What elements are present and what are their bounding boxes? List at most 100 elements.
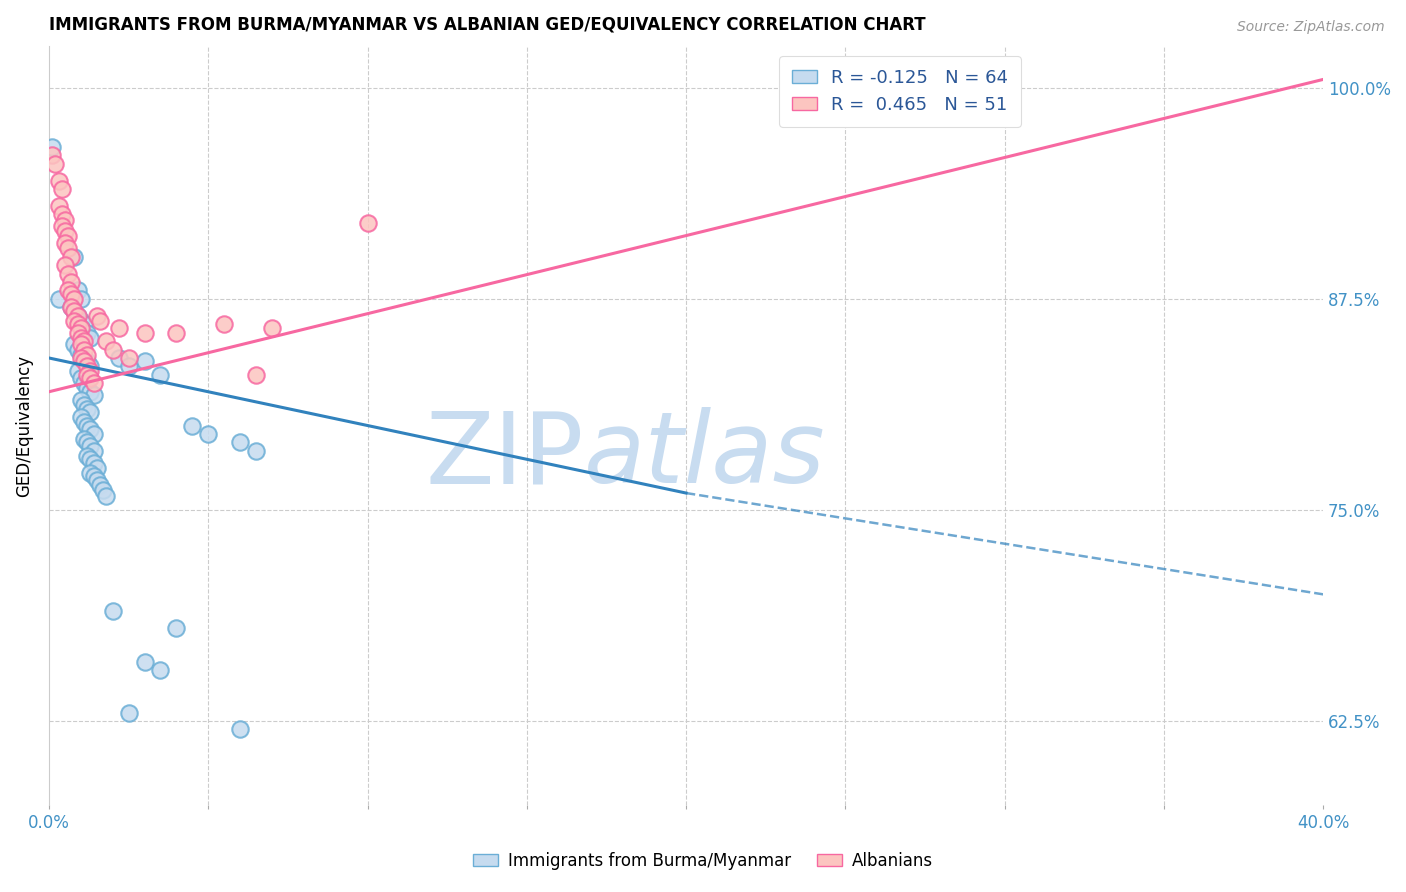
Point: [63, 250, 86, 264]
Point: [63, 314, 86, 328]
Point: [73, 351, 96, 365]
Point: [48, 174, 70, 188]
Point: [83, 456, 105, 470]
Point: [134, 354, 156, 368]
Point: [63, 303, 86, 318]
Point: [76, 449, 98, 463]
Point: [76, 435, 98, 450]
Point: [69, 371, 91, 385]
Point: [76, 401, 98, 416]
Point: [53, 236, 76, 251]
Point: [73, 415, 96, 429]
Point: [76, 359, 98, 374]
Point: [76, 354, 98, 368]
Point: [108, 320, 131, 334]
Point: [149, 368, 172, 382]
Point: [83, 388, 105, 402]
Point: [56, 241, 79, 255]
Point: [229, 723, 252, 737]
Point: [48, 199, 70, 213]
Point: [245, 443, 267, 458]
Point: [76, 326, 98, 340]
Point: [63, 292, 86, 306]
Point: [66, 309, 89, 323]
Point: [60, 275, 83, 289]
Point: [79, 452, 101, 467]
Point: [79, 371, 101, 385]
Point: [69, 320, 91, 334]
Point: [83, 376, 105, 391]
Text: atlas: atlas: [583, 408, 825, 504]
Point: [76, 348, 98, 362]
Point: [89, 477, 111, 491]
Point: [44, 157, 66, 171]
Point: [73, 334, 96, 348]
Text: ZIP: ZIP: [426, 408, 583, 504]
Point: [53, 258, 76, 272]
Point: [76, 381, 98, 395]
Point: [76, 418, 98, 433]
Legend: Immigrants from Burma/Myanmar, Albanians: Immigrants from Burma/Myanmar, Albanians: [467, 846, 939, 877]
Point: [117, 706, 139, 720]
Point: [86, 309, 108, 323]
Point: [51, 207, 73, 221]
Point: [96, 490, 118, 504]
Point: [117, 359, 139, 374]
Point: [73, 376, 96, 391]
Point: [69, 292, 91, 306]
Point: [356, 216, 378, 230]
Point: [56, 229, 79, 244]
Point: [73, 343, 96, 357]
Point: [69, 337, 91, 351]
Text: IMMIGRANTS FROM BURMA/MYANMAR VS ALBANIAN GED/EQUIVALENCY CORRELATION CHART: IMMIGRANTS FROM BURMA/MYANMAR VS ALBANIA…: [49, 15, 925, 33]
Point: [69, 393, 91, 408]
Point: [73, 354, 96, 368]
Point: [83, 469, 105, 483]
Point: [181, 418, 204, 433]
Point: [165, 621, 187, 635]
Legend: R = -0.125   N = 64, R =  0.465   N = 51: R = -0.125 N = 64, R = 0.465 N = 51: [779, 56, 1021, 127]
Y-axis label: GED/Equivalency: GED/Equivalency: [15, 354, 32, 497]
Point: [66, 364, 89, 378]
Point: [79, 331, 101, 345]
Point: [79, 439, 101, 453]
Point: [86, 473, 108, 487]
Point: [48, 292, 70, 306]
Point: [79, 359, 101, 374]
Point: [86, 460, 108, 475]
Point: [66, 317, 89, 331]
Point: [91, 483, 114, 497]
Point: [79, 384, 101, 399]
Point: [73, 326, 96, 340]
Point: [212, 317, 235, 331]
Point: [63, 303, 86, 318]
Point: [260, 320, 283, 334]
Point: [60, 301, 83, 315]
Point: [101, 604, 124, 618]
Point: [101, 343, 124, 357]
Point: [108, 351, 131, 365]
Point: [89, 314, 111, 328]
Point: [66, 284, 89, 298]
Point: [69, 348, 91, 362]
Point: [41, 140, 63, 154]
Point: [76, 368, 98, 382]
Point: [79, 405, 101, 419]
Point: [51, 219, 73, 234]
Point: [69, 351, 91, 365]
Point: [69, 410, 91, 425]
Point: [79, 466, 101, 480]
Point: [63, 337, 86, 351]
Point: [41, 148, 63, 162]
Point: [149, 663, 172, 677]
Point: [229, 435, 252, 450]
Point: [83, 427, 105, 442]
Point: [56, 267, 79, 281]
Point: [117, 351, 139, 365]
Point: [53, 224, 76, 238]
Point: [51, 182, 73, 196]
Point: [69, 320, 91, 334]
Point: [134, 655, 156, 669]
Point: [73, 317, 96, 331]
Point: [69, 314, 91, 328]
